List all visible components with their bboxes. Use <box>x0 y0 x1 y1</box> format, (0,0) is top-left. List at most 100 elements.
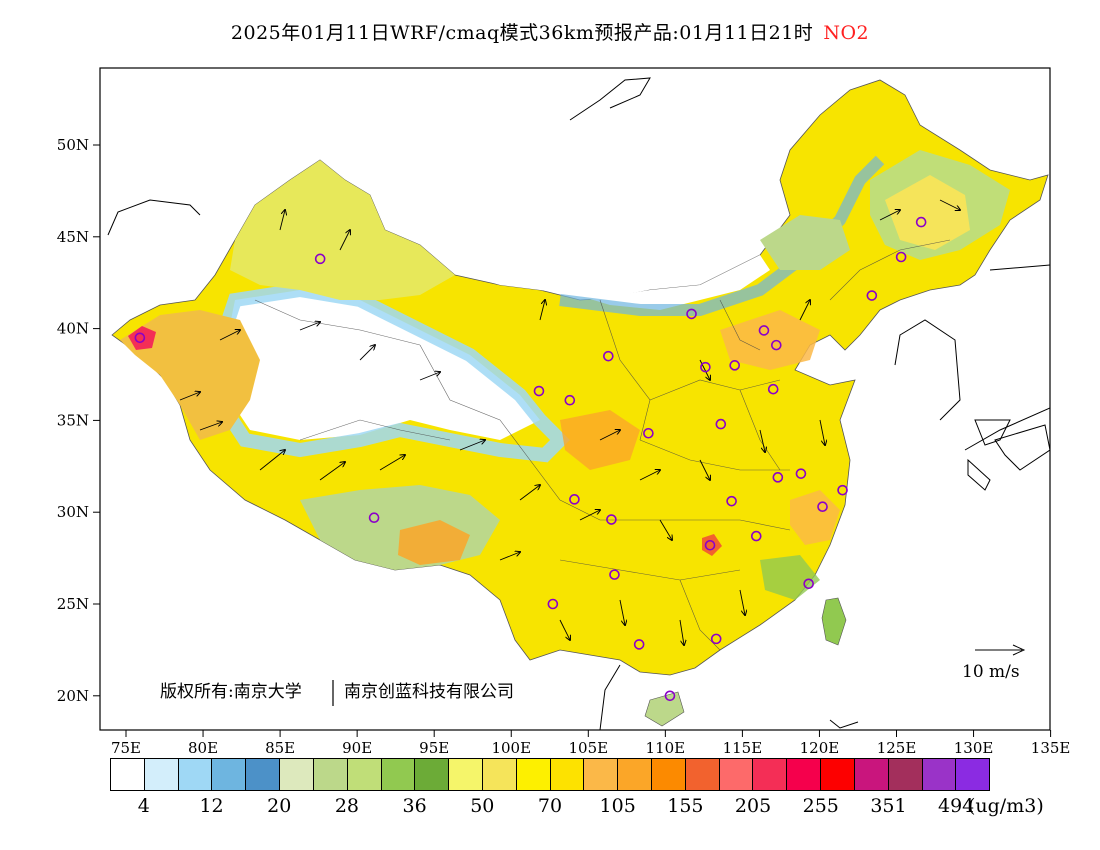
coastlines <box>107 77 1050 730</box>
zone-hotspot-kashgar <box>128 326 156 350</box>
city-station-marker <box>895 251 907 263</box>
city-station-marker <box>726 495 737 507</box>
colorbar-label: 28 <box>334 795 360 817</box>
colorbar-label: 494 <box>938 795 975 817</box>
city-station-marker <box>134 332 146 344</box>
title-pollutant: NO2 <box>823 22 870 44</box>
city-station-marker <box>700 361 711 373</box>
lon-tick-label: 110E <box>646 739 686 757</box>
city-station-marker <box>603 350 614 362</box>
lon-tick-label: 115E <box>723 739 763 757</box>
zone-inner-mongolia <box>760 215 850 270</box>
city-station-marker <box>569 494 580 505</box>
wind-reference-label: 10 m/s <box>962 662 1020 682</box>
colorbar-label: 12 <box>199 795 224 817</box>
lat-tick-label: 35N <box>57 411 89 429</box>
lon-tick-label: 85E <box>265 739 295 757</box>
lat-tick-label: 40N <box>57 320 89 338</box>
colorbar-cell <box>347 759 382 790</box>
lon-tick-label: 120E <box>800 739 840 757</box>
colorbar-cell <box>753 759 788 790</box>
city-station-marker <box>533 385 545 397</box>
colorbar-label: 20 <box>267 795 292 817</box>
lon-tick-label: 75E <box>111 739 141 757</box>
colorbar-label: 105 <box>599 795 636 817</box>
colorbar-cell <box>584 759 619 790</box>
zone-north-low <box>450 255 770 310</box>
lat-tick-label: 25N <box>57 595 89 613</box>
city-station-marker <box>772 472 784 483</box>
colorbar-label: 155 <box>667 795 704 817</box>
colorbar-label: 4 <box>137 795 150 817</box>
colorbar-label: 36 <box>402 795 427 817</box>
latitude-axis: 50N 45N 40N 35N 30N 25N 20N <box>57 136 100 705</box>
zone-east-orange <box>720 310 820 370</box>
lon-tick-label: 100E <box>491 739 531 757</box>
city-station-marker <box>750 530 762 542</box>
zone-xinjiang-south <box>120 310 260 440</box>
colorbar-cell <box>449 759 483 790</box>
city-station-marker <box>633 639 645 650</box>
colorbar-cell <box>787 759 822 790</box>
colorbar <box>110 758 990 791</box>
city-station-marker <box>795 468 807 479</box>
city-station-marker <box>609 569 620 580</box>
zone-northeast-yellow <box>885 175 970 250</box>
zone-east-coast-orange <box>790 490 840 545</box>
colorbar-cell <box>144 759 179 790</box>
city-station-marker <box>686 308 697 320</box>
zone-hainan <box>644 691 685 727</box>
map-title: 2025年01月11日WRF/cmaq模式36km预报产品:01月11日21时 N… <box>0 18 1100 45</box>
colorbar-label: 205 <box>734 795 772 817</box>
lon-tick-label: 95E <box>419 739 449 757</box>
city-station-marker <box>767 383 779 395</box>
city-station-marker <box>664 690 676 702</box>
colorbar-unit: (ug/m3) <box>968 795 1044 817</box>
colorbar-cell <box>111 759 145 790</box>
copyright-left: 版权所有:南京大学 <box>160 682 302 702</box>
colorbar-cell <box>550 759 585 790</box>
lon-tick-label: 135E <box>1031 739 1071 757</box>
colorbar-label: 351 <box>870 795 907 817</box>
lat-tick-label: 30N <box>57 503 89 521</box>
zone-tibet-green <box>300 485 500 570</box>
colorbar-cell <box>888 759 923 790</box>
lon-tick-label: 125E <box>877 739 917 757</box>
city-station-marker <box>915 216 927 228</box>
colorbar-cell <box>719 759 754 790</box>
zone-west-blue <box>207 282 570 463</box>
city-station-marker <box>314 253 326 265</box>
lon-tick-label: 105E <box>569 739 609 757</box>
lat-tick-label: 20N <box>57 687 89 705</box>
city-station-marker <box>771 339 782 351</box>
city-station-marker <box>729 360 740 371</box>
wind-reference-arrowhead <box>1012 644 1026 656</box>
copyright-right: 南京创蓝科技有限公司 <box>344 682 514 702</box>
lat-tick-label: 50N <box>57 136 89 154</box>
city-station-marker <box>704 539 716 551</box>
city-station-marker <box>564 394 576 406</box>
longitude-axis: 75E 80E 85E 90E 95E 100E 105E 110E 115E 120E 125E 1… <box>111 730 1070 757</box>
lon-tick-label: 90E <box>342 739 372 757</box>
colorbar-cell <box>415 759 450 790</box>
colorbar-cell <box>313 759 348 790</box>
city-stations <box>134 216 927 702</box>
colorbar-cell <box>212 759 247 790</box>
colorbar-cell <box>956 759 990 790</box>
city-station-marker <box>643 427 654 439</box>
colorbar-cell <box>381 759 416 790</box>
city-station-marker <box>547 598 559 610</box>
map-area <box>107 77 1050 730</box>
zone-xinjiang-north <box>230 160 455 300</box>
zone-hotspot-changsha <box>702 534 722 556</box>
title-main: 2025年01月11日WRF/cmaq模式36km预报产品:01月11日21时 <box>230 22 814 44</box>
map-frame <box>99 67 1051 731</box>
zone-tibet-orange <box>398 520 470 565</box>
lon-tick-label: 80E <box>188 739 218 757</box>
colorbar-cell <box>246 759 281 790</box>
zone-west-low <box>225 290 540 440</box>
concentration-field <box>111 79 1049 727</box>
city-station-marker <box>837 484 848 496</box>
zone-taiwan <box>821 597 847 646</box>
